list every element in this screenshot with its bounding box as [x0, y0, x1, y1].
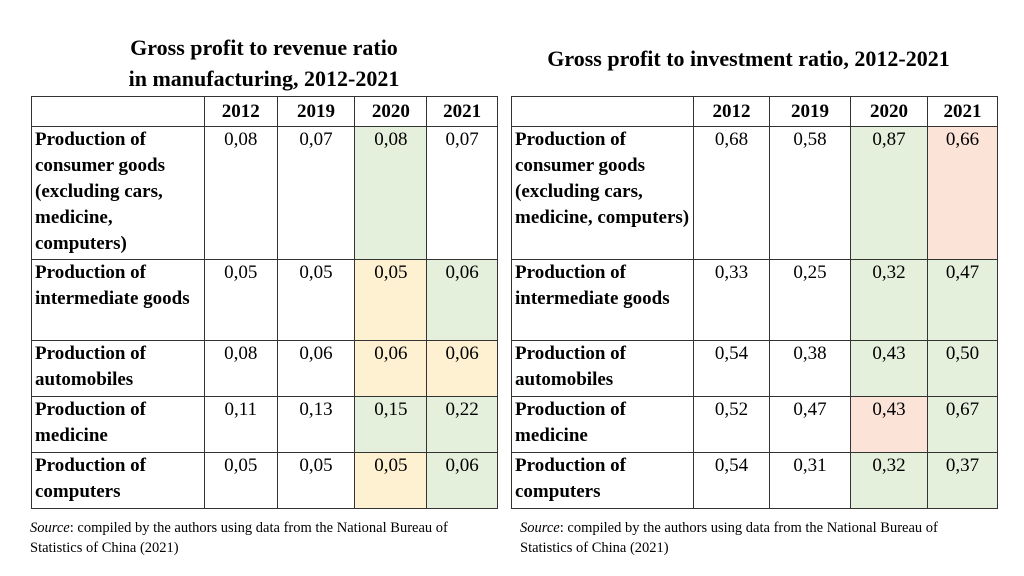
value-cell: 0,67	[927, 396, 998, 453]
value-cell: 0,66	[927, 126, 998, 260]
year-header: 2020	[354, 96, 428, 127]
value-cell: 0,11	[203, 396, 278, 453]
right-table-title: Gross profit to investment ratio, 2012-2…	[547, 46, 950, 71]
value-cell: 0,43	[850, 396, 928, 453]
value-cell: 0,47	[769, 396, 851, 453]
value-cell: 0,50	[927, 340, 998, 397]
year-header: 2012	[693, 96, 770, 127]
year-header: 2012	[203, 96, 278, 127]
source-label: Source	[520, 520, 560, 536]
value-cell: 0,58	[769, 126, 851, 260]
year-header: 2021	[426, 96, 498, 127]
table-row: Production of medicine 0,11 0,13 0,15 0,22	[31, 396, 498, 453]
left-table: 2012 2019 2020 2021 Production of consum…	[31, 96, 498, 509]
row-label: Production of consumer goods (excluding …	[511, 126, 694, 260]
value-cell: 0,43	[850, 340, 928, 397]
value-cell: 0,06	[426, 259, 498, 341]
row-label: Production of computers	[511, 452, 694, 509]
value-cell: 0,38	[769, 340, 851, 397]
value-cell: 0,13	[276, 396, 356, 453]
table-row: Production of automobiles 0,08 0,06 0,06 0,0…	[31, 340, 498, 397]
value-cell: 0,06	[276, 340, 356, 397]
value-cell: 0,52	[693, 396, 770, 453]
value-cell: 0,22	[426, 396, 498, 453]
left-source-note: Source: compiled by the authors using da…	[30, 518, 500, 558]
row-label: Production of medicine	[511, 396, 694, 453]
year-header: 2019	[769, 96, 851, 127]
right-table: 2012 2019 2020 2021 Production of consum…	[511, 96, 998, 509]
row-label: Production of intermediate goods	[31, 259, 205, 341]
value-cell: 0,07	[426, 126, 498, 260]
value-cell: 0,06	[354, 340, 428, 397]
value-cell: 0,05	[354, 259, 428, 341]
row-label: Production of computers	[31, 452, 205, 509]
value-cell: 0,05	[203, 452, 278, 509]
value-cell: 0,54	[693, 452, 770, 509]
source-label: Source	[30, 520, 70, 536]
value-cell: 0,05	[354, 452, 428, 509]
table-header-row: 2012 2019 2020 2021	[511, 96, 998, 127]
row-label: Production of automobiles	[31, 340, 205, 397]
table-row: Production of consumer goods (excluding …	[31, 126, 498, 260]
table-header-row: 2012 2019 2020 2021	[31, 96, 498, 127]
year-header: 2021	[927, 96, 998, 127]
value-cell: 0,08	[203, 340, 278, 397]
value-cell: 0,32	[850, 452, 928, 509]
value-cell: 0,05	[276, 452, 356, 509]
year-header: 2019	[276, 96, 356, 127]
table-row: Production of computers 0,05 0,05 0,05 0,06	[31, 452, 498, 509]
header-empty-cell	[511, 96, 694, 127]
row-label: Production of medicine	[31, 396, 205, 453]
table-row: Production of computers 0,54 0,31 0,32 0,37	[511, 452, 998, 509]
value-cell: 0,33	[693, 259, 770, 341]
value-cell: 0,68	[693, 126, 770, 260]
table-row: Production of medicine 0,52 0,47 0,43 0,67	[511, 396, 998, 453]
value-cell: 0,15	[354, 396, 428, 453]
table-row: Production of consumer goods (excluding …	[511, 126, 998, 260]
table-row: Production of intermediate goods 0,33 0,25…	[511, 259, 998, 341]
value-cell: 0,05	[203, 259, 278, 341]
left-title-line2: in manufacturing, 2012-2021	[128, 66, 400, 91]
value-cell: 0,05	[276, 259, 356, 341]
header-empty-cell	[31, 96, 205, 127]
year-header: 2020	[850, 96, 928, 127]
value-cell: 0,25	[769, 259, 851, 341]
value-cell: 0,54	[693, 340, 770, 397]
value-cell: 0,32	[850, 259, 928, 341]
row-label: Production of automobiles	[511, 340, 694, 397]
value-cell: 0,06	[426, 452, 498, 509]
value-cell: 0,07	[276, 126, 356, 260]
value-cell: 0,87	[850, 126, 928, 260]
value-cell: 0,31	[769, 452, 851, 509]
value-cell: 0,37	[927, 452, 998, 509]
source-text: : compiled by the authors using data fro…	[30, 520, 448, 556]
table-row: Production of intermediate goods 0,05 0,05…	[31, 259, 498, 341]
value-cell: 0,06	[426, 340, 498, 397]
value-cell: 0,47	[927, 259, 998, 341]
value-cell: 0,08	[354, 126, 428, 260]
left-table-title: Gross profit to revenue ratio in manufac…	[30, 32, 498, 94]
left-title-line1: Gross profit to revenue ratio	[130, 35, 398, 60]
table-row: Production of automobiles 0,54 0,38 0,43 0,5…	[511, 340, 998, 397]
right-source-note: Source: compiled by the authors using da…	[520, 518, 990, 558]
value-cell: 0,08	[203, 126, 278, 260]
source-text: : compiled by the authors using data fro…	[520, 520, 938, 556]
row-label: Production of consumer goods (excluding …	[31, 126, 205, 260]
row-label: Production of intermediate goods	[511, 259, 694, 341]
